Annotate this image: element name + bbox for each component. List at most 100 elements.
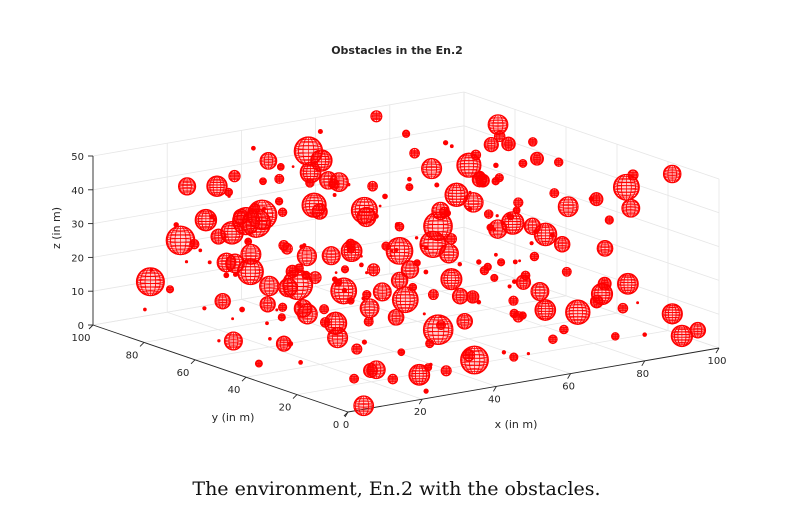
sphere-latitude <box>322 257 340 261</box>
obstacle-sphere <box>340 240 363 263</box>
sphere-latitude <box>319 176 337 179</box>
obstacle-sphere <box>265 321 269 326</box>
sphere-latitude <box>594 300 610 304</box>
sphere-dot <box>373 213 379 219</box>
sphere-latitude <box>524 227 541 231</box>
sphere-latitude <box>259 159 278 163</box>
obstacle-sphere <box>259 152 278 170</box>
sphere-latitude <box>325 327 346 331</box>
sphere-latitude <box>299 248 315 251</box>
obstacle-sphere <box>636 301 640 305</box>
sphere-latitude <box>433 204 448 207</box>
obstacle-sphere <box>451 287 469 305</box>
sphere-meridian <box>531 282 548 301</box>
sphere-core <box>485 211 492 218</box>
obstacle-sphere <box>367 180 378 192</box>
obstacle-sphere <box>565 299 591 325</box>
obstacle-sphere <box>533 229 539 235</box>
sphere-meridian <box>444 209 450 217</box>
sphere-latitude <box>558 208 578 212</box>
obstacle-sphere <box>353 395 375 417</box>
sphere-latitude <box>421 163 442 167</box>
sphere-meridian <box>325 311 347 335</box>
sphere-meridian <box>179 177 195 196</box>
sphere-meridian <box>352 343 361 355</box>
obstacle-sphere <box>409 147 420 159</box>
sphere-meridian <box>612 332 619 341</box>
sphere-meridian <box>215 293 230 310</box>
obstacle-sphere <box>529 251 540 262</box>
obstacle-sphere <box>425 338 435 349</box>
z-tick-label: 20 <box>71 253 84 264</box>
sphere-latitude <box>373 287 392 291</box>
sphere-latitude <box>329 177 349 181</box>
sphere-latitude <box>319 179 338 182</box>
obstacle-sphere <box>363 363 378 378</box>
sphere-latitude <box>592 297 612 301</box>
sphere-meridian <box>341 240 362 262</box>
sphere-latitude <box>623 201 638 204</box>
sphere-meridian <box>260 296 275 313</box>
sphere-latitude <box>356 411 372 414</box>
sphere-meridian <box>453 288 468 305</box>
sphere-latitude <box>618 287 638 291</box>
sphere-latitude <box>375 296 390 299</box>
sphere-latitude <box>252 202 273 206</box>
sphere-latitude <box>623 212 638 216</box>
sphere-meridian <box>279 278 297 298</box>
sphere-dot <box>507 284 512 289</box>
sphere-core <box>353 345 361 353</box>
obstacle-sphere <box>340 265 350 274</box>
obstacle-sphere <box>362 289 372 300</box>
sphere-core <box>230 172 239 180</box>
sphere-latitude <box>412 381 427 384</box>
sphere-latitude <box>319 181 337 185</box>
obstacle-sphere <box>259 296 276 313</box>
sphere-dot <box>359 262 364 268</box>
sphere-core <box>311 273 320 282</box>
sphere-latitude <box>358 209 374 212</box>
sphere-dot <box>467 206 473 212</box>
sphere-latitude <box>219 255 234 258</box>
obstacle-sphere <box>456 312 474 330</box>
sphere-latitude <box>313 205 326 208</box>
sphere-meridian <box>489 219 507 239</box>
sphere-latitude <box>421 236 445 240</box>
obstacle-sphere <box>165 285 175 294</box>
sphere-meridian <box>218 252 235 273</box>
obstacle-sphere <box>198 248 203 253</box>
sphere-latitude <box>311 210 328 213</box>
obstacle-sphere <box>518 311 527 320</box>
sphere-latitude <box>463 200 484 204</box>
sphere-core <box>279 209 286 216</box>
sphere-latitude <box>532 284 547 287</box>
sphere-core <box>437 322 445 329</box>
sphere-core <box>591 194 601 204</box>
sphere-latitude <box>689 328 706 332</box>
sphere-meridian <box>195 209 217 232</box>
sphere-core <box>399 349 404 355</box>
sphere-latitude <box>178 185 196 188</box>
obstacle-sphere <box>228 169 241 183</box>
sphere-latitude <box>224 342 243 346</box>
sphere-latitude <box>538 316 553 319</box>
sphere-latitude <box>456 320 473 323</box>
sphere-meridian <box>276 197 282 206</box>
y-axis-label: y (in m) <box>212 411 255 424</box>
obstacle-sphere <box>407 176 412 182</box>
obstacle-sphere <box>530 151 544 166</box>
sphere-latitude <box>217 257 236 261</box>
obstacle-sphere <box>483 209 494 219</box>
x-tick-mark <box>567 373 571 379</box>
sphere-latitude <box>387 255 412 260</box>
sphere-meridian <box>509 295 518 306</box>
x-tick-mark <box>418 398 423 405</box>
sphere-dot <box>378 204 382 208</box>
obstacle-sphere <box>533 222 558 247</box>
sphere-core <box>303 272 309 279</box>
sphere-latitude <box>428 339 449 343</box>
obstacle-sphere <box>501 350 507 355</box>
sphere-latitude <box>483 143 499 146</box>
sphere-meridian <box>298 246 316 266</box>
obstacle-sphere <box>296 245 318 267</box>
